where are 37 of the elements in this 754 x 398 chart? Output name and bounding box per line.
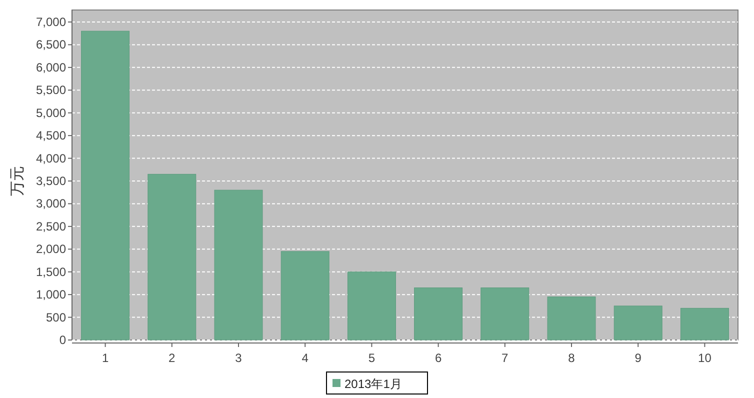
- x-tick-label: 4: [302, 351, 309, 365]
- bar: [280, 251, 330, 340]
- y-tick-label: 0: [59, 333, 66, 347]
- x-tick-label: 9: [634, 351, 642, 365]
- y-tick-label: 1,000: [36, 288, 66, 302]
- y-tick-label: 3,500: [36, 174, 66, 188]
- y-tick-label: 4,000: [36, 151, 66, 166]
- x-tick-label: 5: [368, 351, 376, 365]
- y-tick-label: 500: [46, 310, 66, 324]
- x-tick-label: 10: [698, 351, 712, 365]
- x-tick-label: 6: [434, 351, 442, 365]
- bar: [680, 308, 729, 340]
- x-tick-label: 7: [502, 351, 509, 365]
- y-axis-title: 万元: [9, 166, 26, 196]
- x-tick-label: 2: [168, 351, 176, 365]
- bar: [480, 288, 530, 340]
- bar: [614, 306, 662, 340]
- x-tick-label: 1: [102, 351, 109, 365]
- y-tick-label: 4,500: [36, 128, 66, 143]
- y-tick-label: 2,500: [36, 219, 66, 234]
- bar: [414, 288, 463, 340]
- bar: [547, 296, 596, 340]
- bar: [148, 174, 196, 340]
- y-tick-label: 5,500: [36, 83, 66, 98]
- x-tick-label: 8: [568, 351, 576, 365]
- bar: [81, 30, 130, 340]
- y-tick-label: 6,000: [36, 60, 66, 74]
- bar: [347, 272, 396, 340]
- y-tick-label: 7,000: [36, 15, 66, 29]
- y-tick-label: 3,000: [36, 196, 66, 211]
- legend-label: 2013年1月: [344, 377, 402, 391]
- y-tick-label: 2,000: [36, 242, 66, 256]
- y-tick-label: 5,000: [36, 106, 66, 120]
- y-tick-label: 6,500: [36, 38, 66, 52]
- x-tick-label: 3: [235, 351, 242, 365]
- bar: [214, 190, 263, 340]
- y-tick-label: 1,500: [36, 264, 66, 279]
